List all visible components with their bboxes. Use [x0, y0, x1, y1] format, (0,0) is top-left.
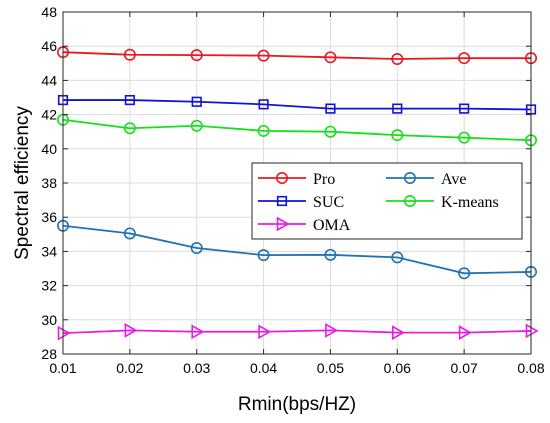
y-tick-label: 32	[41, 278, 57, 294]
legend-item-oma: OMA	[258, 216, 351, 234]
data-point-ave	[123, 227, 136, 240]
data-point-ave	[257, 249, 270, 262]
data-point-suc	[258, 99, 269, 110]
y-axis-label: Spectral efficiency	[12, 106, 33, 260]
y-tick-label: 44	[41, 72, 57, 88]
series-oma	[57, 323, 539, 341]
x-tick-label: 0.06	[384, 360, 411, 376]
legend-swatch-marker	[276, 216, 290, 232]
series-line-k-means	[62, 118, 532, 142]
data-point-pro	[257, 49, 270, 62]
data-point-k-means	[190, 119, 203, 132]
axis-ticks: 0.01 0.02 0.03 0.04 0.05 0.06 0.07 0.08 28 30 32 34…	[41, 4, 544, 376]
legend-item-pro: Pro	[258, 171, 335, 188]
legend-label-oma: OMA	[313, 217, 351, 234]
data-point-oma	[124, 323, 138, 338]
legend-label-ave: Ave	[441, 171, 466, 188]
series-line-suc	[63, 99, 532, 111]
legend-label-k-means: K-means	[441, 194, 499, 211]
data-point-pro	[123, 48, 136, 61]
data-point-ave	[391, 251, 404, 264]
data-point-pro	[391, 53, 404, 66]
y-tick-label: 28	[41, 346, 57, 362]
y-tick-label: 48	[41, 4, 57, 20]
data-point-oma	[191, 324, 205, 340]
x-tick-label: 0.05	[317, 360, 344, 376]
y-tick-label: 42	[41, 107, 57, 123]
legend-item-ave: Ave	[386, 171, 466, 188]
legend-swatch-marker	[275, 172, 288, 185]
x-tick-label: 0.08	[517, 360, 544, 376]
data-point-pro	[324, 51, 337, 64]
y-tick-label: 34	[41, 243, 57, 259]
legend: Pro Ave SUC K-means OMA	[251, 162, 523, 240]
series-line-oma	[62, 329, 532, 335]
legend-label-suc: SUC	[313, 194, 344, 211]
y-tick-label: 40	[41, 141, 57, 157]
data-point-oma	[57, 325, 71, 341]
x-axis-label: Rmin(bps/HZ)	[238, 394, 356, 415]
data-point-ave	[324, 248, 337, 261]
data-point-oma	[525, 323, 539, 339]
y-tick-label: 36	[41, 209, 57, 225]
data-point-oma	[258, 324, 272, 340]
y-tick-label: 46	[41, 38, 57, 54]
data-point-k-means	[391, 129, 404, 142]
series-line-ave	[62, 224, 532, 275]
data-point-suc	[191, 96, 202, 107]
legend-swatch-marker	[403, 172, 416, 185]
x-tick-label: 0.02	[116, 360, 143, 376]
data-point-k-means	[257, 124, 270, 137]
legend-item-suc: SUC	[258, 194, 344, 211]
data-point-suc	[459, 103, 470, 114]
data-point-pro	[190, 49, 203, 62]
data-point-ave	[458, 267, 471, 280]
legend-swatch-marker	[276, 195, 288, 207]
data-point-oma	[458, 325, 472, 341]
data-point-suc	[325, 103, 336, 114]
y-tick-label: 38	[41, 175, 57, 191]
data-point-ave	[190, 241, 203, 254]
data-point-oma	[391, 325, 405, 341]
data-point-k-means	[324, 125, 337, 138]
data-point-k-means	[123, 122, 136, 135]
x-tick-label: 0.01	[49, 360, 76, 376]
data-point-suc	[124, 94, 135, 106]
legend-swatch-marker	[403, 195, 416, 208]
series-layer	[56, 46, 539, 341]
data-point-oma	[325, 323, 339, 338]
legend-label-pro: Pro	[313, 171, 335, 188]
x-tick-label: 0.03	[183, 360, 210, 376]
y-tick-label: 30	[41, 312, 57, 328]
x-tick-label: 0.04	[250, 360, 277, 376]
data-point-k-means	[458, 131, 471, 144]
series-line-pro	[62, 51, 531, 60]
x-tick-label: 0.07	[451, 360, 478, 376]
data-point-pro	[458, 52, 471, 65]
data-point-suc	[392, 103, 403, 114]
legend-item-k-means: K-means	[386, 194, 499, 211]
